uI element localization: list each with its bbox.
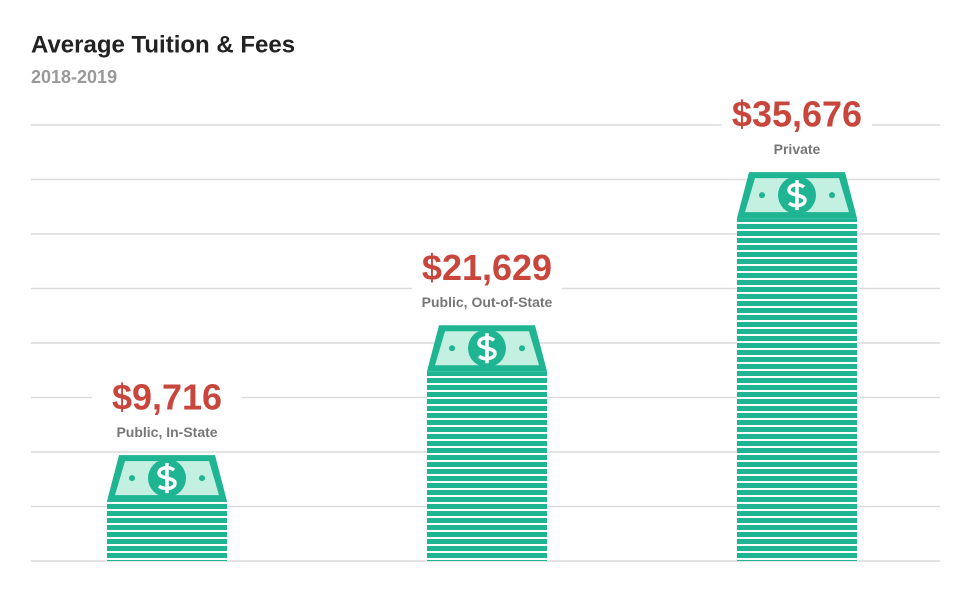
bill-icon [427, 325, 547, 372]
bill-dot [449, 345, 455, 352]
value-label: $35,676 [732, 94, 862, 135]
label-backdrop [722, 94, 872, 165]
bar [427, 371, 547, 561]
bill-dot [519, 345, 525, 352]
chart-title: Average Tuition & Fees [31, 31, 295, 58]
chart-subtitle: 2018-2019 [31, 67, 117, 87]
dollar-sign [477, 333, 497, 364]
bill-dot [129, 475, 135, 482]
value-label: $9,716 [112, 377, 222, 418]
bill-icon [107, 455, 227, 502]
bill-dot [759, 192, 765, 199]
label-backdrop [92, 377, 242, 448]
bill-dot [199, 475, 205, 482]
bill-icon [737, 172, 857, 219]
x-tick-label: Public, Out-of-State [422, 294, 553, 310]
bill-dot [829, 192, 835, 199]
x-tick-label: Public, In-State [116, 424, 217, 440]
dollar-sign [157, 463, 177, 494]
dollar-sign [787, 180, 807, 211]
x-tick-label: Private [774, 141, 821, 157]
value-label: $21,629 [422, 247, 552, 288]
bar [107, 501, 227, 561]
label-backdrop [412, 247, 562, 318]
bar [737, 218, 857, 562]
